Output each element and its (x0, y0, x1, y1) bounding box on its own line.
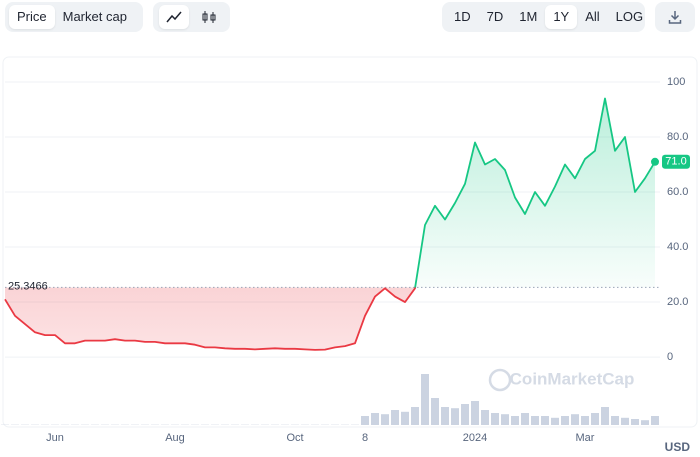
range-tab[interactable]: All (585, 9, 600, 24)
range-tab[interactable]: 7D (486, 9, 504, 24)
volume-bar (541, 416, 549, 425)
volume-bar (471, 401, 479, 425)
volume-bar (511, 416, 519, 425)
line-icon (166, 11, 182, 23)
volume-bar (441, 407, 449, 425)
volume-bar (571, 414, 579, 425)
volume-bar (591, 413, 599, 425)
volume-bar (391, 410, 399, 425)
volume-bar (651, 416, 659, 425)
y-tick-label: 100 (667, 76, 685, 88)
price-line (4, 97, 656, 351)
volume-bar (431, 398, 439, 425)
volume-bar (641, 420, 649, 425)
y-tick-label: 20.0 (667, 296, 688, 308)
range-tab[interactable]: LOG (615, 9, 644, 24)
x-tick-label: Jun (46, 432, 64, 444)
volume-bar (401, 411, 409, 425)
x-tick-label: Oct (286, 432, 303, 444)
range-tabs: 1D 7D 1M 1Y All LOG (442, 2, 645, 32)
x-tick-label: Mar (576, 432, 595, 444)
plot-frame (2, 56, 698, 428)
y-tick-label: 80.0 (667, 131, 688, 143)
volume-bar (531, 416, 539, 425)
volume-bar (611, 416, 619, 425)
range-tab[interactable]: 1Y (545, 5, 578, 29)
volume-bar (601, 407, 609, 425)
watermark-logo (488, 368, 512, 392)
volume-bar (621, 417, 629, 425)
reference-label: 25.3466 (8, 280, 48, 292)
volume-bar (501, 414, 509, 425)
volume-bar (581, 416, 589, 425)
volume-bar (381, 414, 389, 425)
download-button[interactable] (655, 2, 695, 32)
volume-bar (481, 410, 489, 425)
range-tab[interactable]: 1D (454, 9, 471, 24)
volume-bar (361, 416, 369, 425)
volume-bar (631, 419, 639, 425)
metric-tabs: Price Market cap (5, 2, 143, 32)
download-icon (668, 11, 682, 24)
line-chart-button[interactable] (159, 5, 190, 29)
volume-bar (491, 413, 499, 425)
candle-chart-button[interactable] (194, 5, 224, 29)
x-tick-label: Aug (165, 432, 185, 444)
last-value-tag (662, 154, 690, 169)
volume-bar (451, 408, 459, 425)
volume-bar (421, 374, 429, 425)
currency-label: USD (665, 440, 691, 454)
volume-bar (521, 413, 529, 425)
metric-tab[interactable]: Price (9, 5, 55, 29)
watermark: CoinMarketCap (510, 369, 635, 388)
volume-bar (461, 404, 469, 425)
volume-bar (371, 413, 379, 425)
volume-bar (551, 417, 559, 425)
x-tick-label: 8 (362, 432, 368, 444)
y-tick-label: 0 (667, 351, 673, 363)
chart-style-tabs (153, 2, 230, 32)
y-tick-label: 60.0 (667, 186, 688, 198)
volume-bar (411, 407, 419, 425)
y-tick-label: 40.0 (667, 241, 688, 253)
area (5, 98, 655, 350)
volume-bar (561, 416, 569, 425)
last-value-label: 71.0 (665, 156, 686, 168)
metric-tab[interactable]: Market cap (62, 9, 127, 24)
x-tick-label: 2024 (463, 432, 487, 444)
last-point (651, 157, 659, 166)
candle-icon (202, 11, 216, 23)
range-tab[interactable]: 1M (519, 9, 538, 24)
